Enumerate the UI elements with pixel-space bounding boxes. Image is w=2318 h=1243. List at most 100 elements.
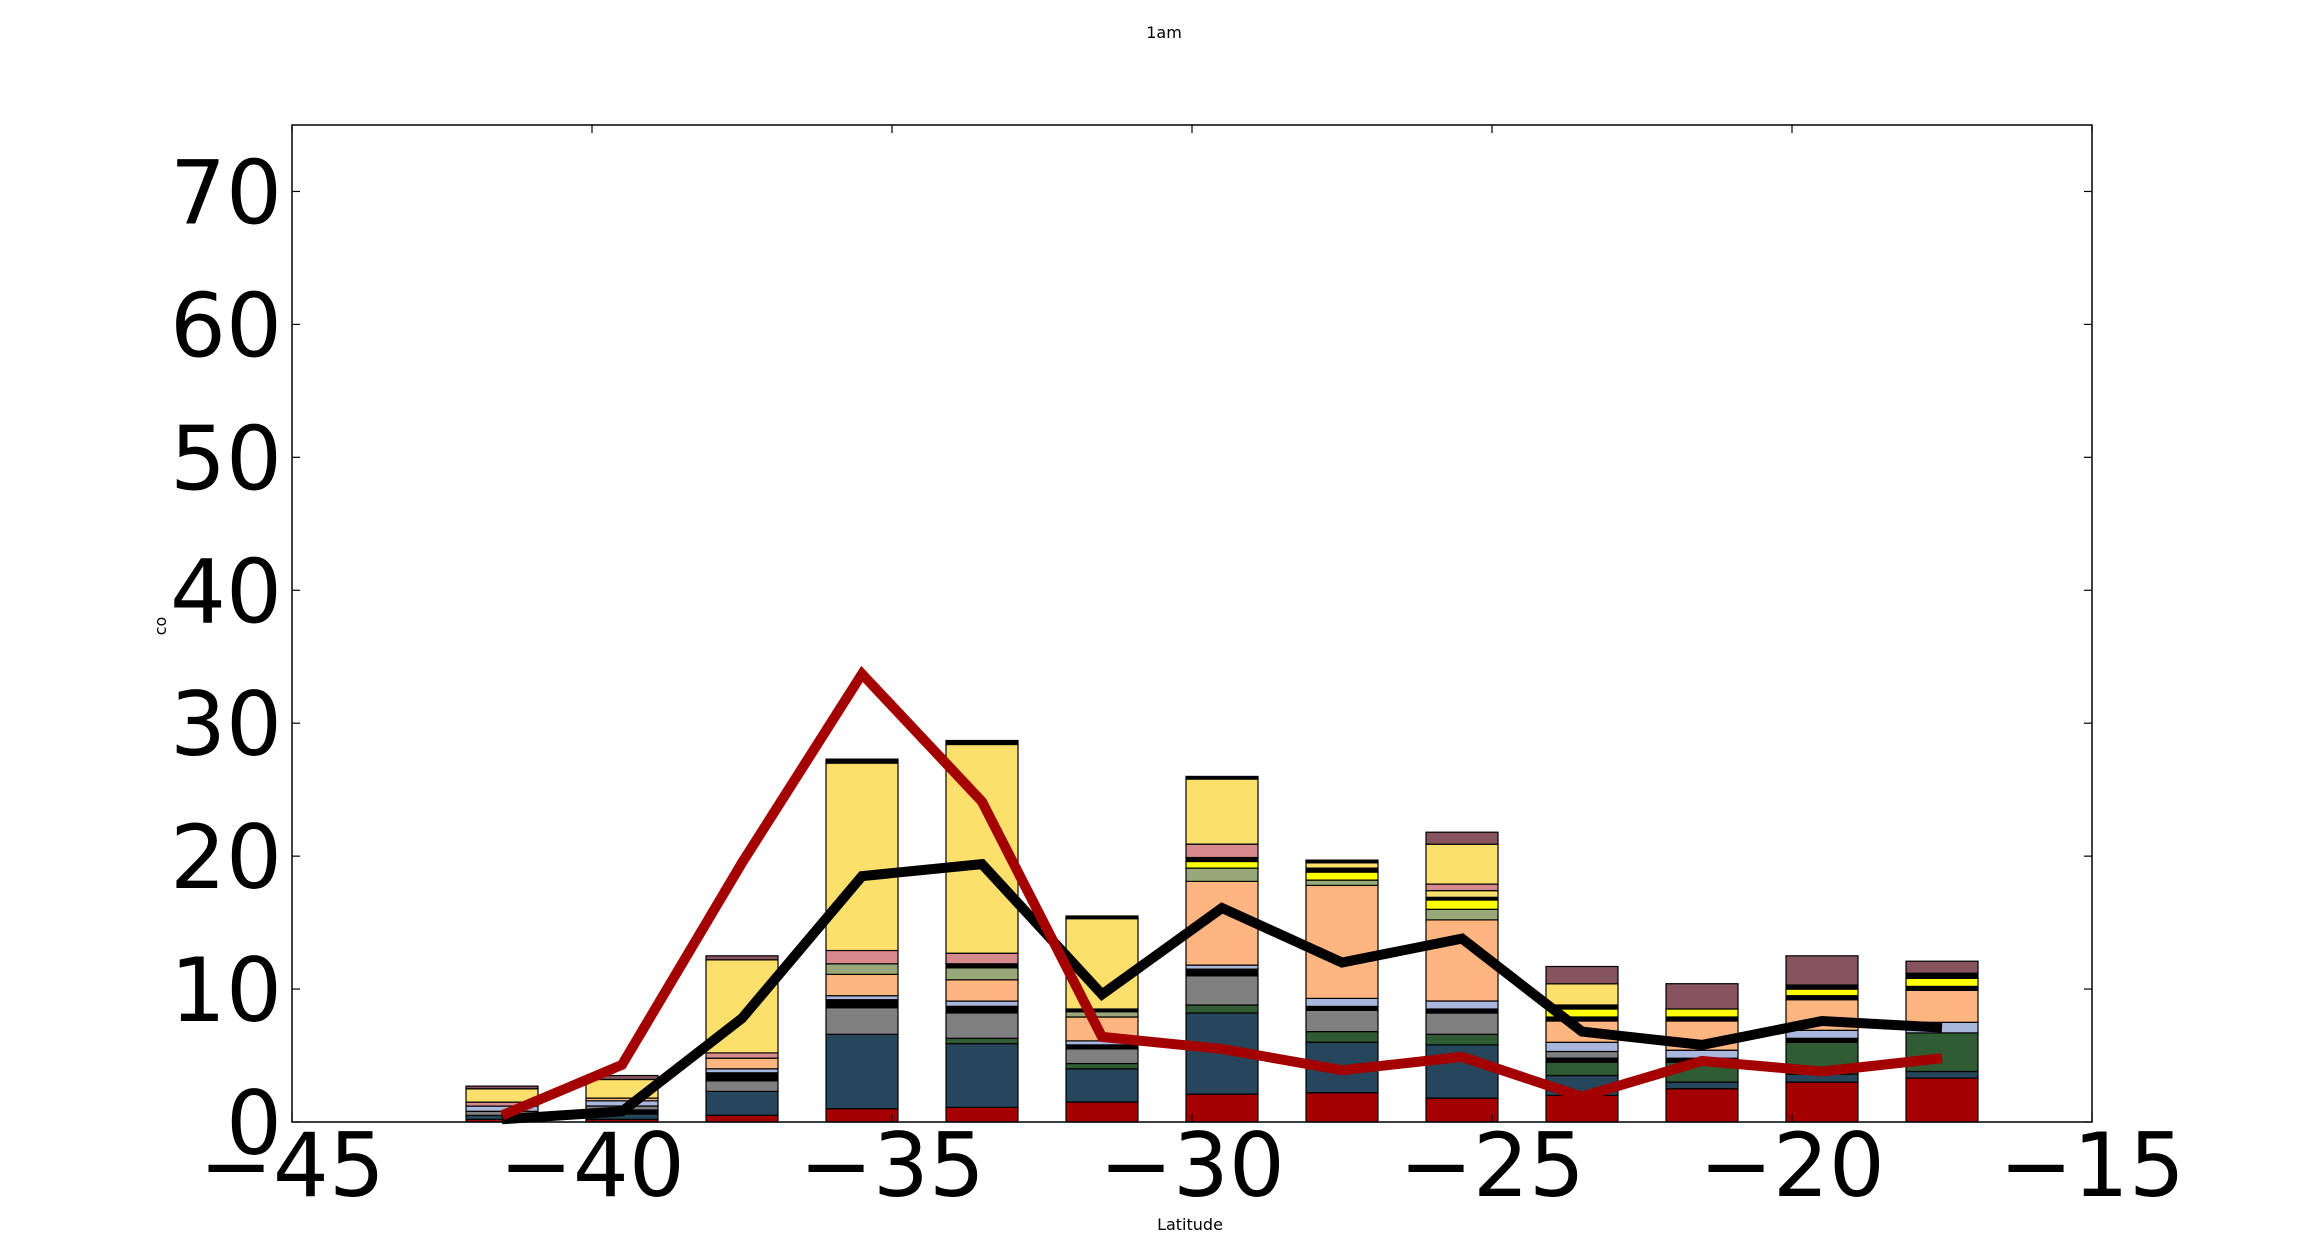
bar-segment (1425, 883, 1499, 892)
bar-segment (1905, 1077, 1979, 1123)
bar-segment (825, 1007, 899, 1035)
bar-segment (1905, 977, 1979, 988)
x-tick-label: −35 (799, 1114, 985, 1217)
bar-stack (1065, 915, 1139, 1123)
x-tick-label: −45 (199, 1114, 385, 1217)
bar-segment (1425, 843, 1499, 885)
bar-stack (1185, 775, 1259, 1123)
bar-segment (1785, 988, 1859, 997)
bar-segment (1545, 1041, 1619, 1053)
bar-segment (945, 952, 1019, 965)
bar-segment (1305, 862, 1379, 869)
bar-segment (1185, 778, 1259, 845)
bar-segment (825, 762, 899, 952)
bar-stack (1305, 859, 1379, 1123)
bar-segment (1065, 1068, 1139, 1103)
bar-segment (1425, 1033, 1499, 1046)
bar-segment (1785, 995, 1859, 1001)
bar-segment (705, 1114, 779, 1123)
bar-segment (1185, 843, 1259, 859)
bar-segment (1305, 1092, 1379, 1123)
bar-segment (705, 955, 779, 961)
y-tick-label: 10 (170, 939, 282, 1042)
bar-segment (1185, 1004, 1259, 1014)
bar-segment (1425, 890, 1499, 898)
bar-segment (465, 1085, 539, 1090)
bar-segment (1905, 1070, 1979, 1079)
bar-segment (1545, 1061, 1619, 1077)
bar-segment (1545, 1057, 1619, 1063)
bar-segment (1905, 972, 1979, 979)
bar-segment (1785, 1081, 1859, 1123)
chart-title: 1am (1146, 23, 1182, 42)
tick-labels: −45 −40 −35 −30 −25 −20 −15 0 10 20 30 40 50 60 70 (170, 142, 2185, 1218)
x-tick-label: −40 (499, 1114, 685, 1217)
plot-frame (291, 124, 2093, 1123)
bar-segment (705, 1068, 779, 1074)
bar-segment (1905, 989, 1979, 1023)
bar-segment (945, 1012, 1019, 1039)
x-tick-label: −25 (1399, 1114, 1585, 1217)
bar-segment (1305, 879, 1379, 886)
bar-segment (945, 1005, 1019, 1014)
bar-stack (1905, 960, 1979, 1123)
y-tick-label: 30 (170, 673, 282, 776)
y-tick-label: 50 (170, 407, 282, 510)
bar-segment (1785, 984, 1859, 990)
bar-segment (1425, 899, 1499, 910)
x-tick-label: −20 (1699, 1114, 1885, 1217)
bar-segment (1665, 1081, 1739, 1090)
bar-segment (1305, 1030, 1379, 1043)
bar-segment (1185, 975, 1259, 1006)
bar-segment (1425, 1012, 1499, 1035)
bar-segment (1425, 1000, 1499, 1010)
bar-segment (945, 739, 1019, 746)
bar-segment (945, 1037, 1019, 1045)
y-axis-label: co (151, 617, 170, 636)
bar-segment (825, 963, 899, 975)
bar-segment (1305, 1009, 1379, 1033)
bar-segment (945, 979, 1019, 1002)
bar-stack (1665, 983, 1739, 1123)
bar-segment (1185, 867, 1259, 882)
x-tick-label: −15 (1999, 1114, 2185, 1217)
bar-segment (825, 758, 899, 764)
bar-segment (1785, 1029, 1859, 1039)
bar-segment (705, 1052, 779, 1059)
bar-segment (1425, 831, 1499, 845)
bar-segment (1545, 1050, 1619, 1059)
x-tick-label: −30 (1099, 1114, 1285, 1217)
bar-segment (705, 1072, 779, 1082)
y-tick-label: 70 (170, 142, 282, 245)
bar-segment (1065, 1011, 1139, 1018)
bar-segment (1185, 775, 1259, 780)
bar-segment (705, 1057, 779, 1070)
bar-stack (1785, 955, 1859, 1123)
bar-segment (825, 1033, 899, 1110)
bar-segment (1425, 908, 1499, 921)
series-line (501, 858, 1943, 1125)
line-series (500, 665, 1943, 1125)
bar-segment (1185, 860, 1259, 869)
bar-segment (1545, 965, 1619, 985)
bar-segment (825, 949, 899, 965)
bar-segment (1545, 983, 1619, 1006)
y-tick-label: 20 (170, 806, 282, 909)
bar-segment (1425, 919, 1499, 1002)
bar-segment (1305, 871, 1379, 881)
bar-stack (825, 758, 899, 1123)
bar-segment (825, 999, 899, 1009)
y-tick-label: 60 (170, 274, 282, 377)
bar-segment (705, 1090, 779, 1116)
bar-segment (1905, 960, 1979, 974)
y-tick-label: 0 (226, 1072, 282, 1175)
bar-segment (1785, 955, 1859, 986)
bar-segment (1305, 884, 1379, 1000)
bar-segment (1065, 1062, 1139, 1070)
x-axis-label: Latitude (1157, 1215, 1223, 1234)
y-tick-label: 40 (170, 540, 282, 643)
bar-segment (825, 973, 899, 997)
bar-segment (945, 1042, 1019, 1108)
bar-segment (1665, 983, 1739, 1010)
